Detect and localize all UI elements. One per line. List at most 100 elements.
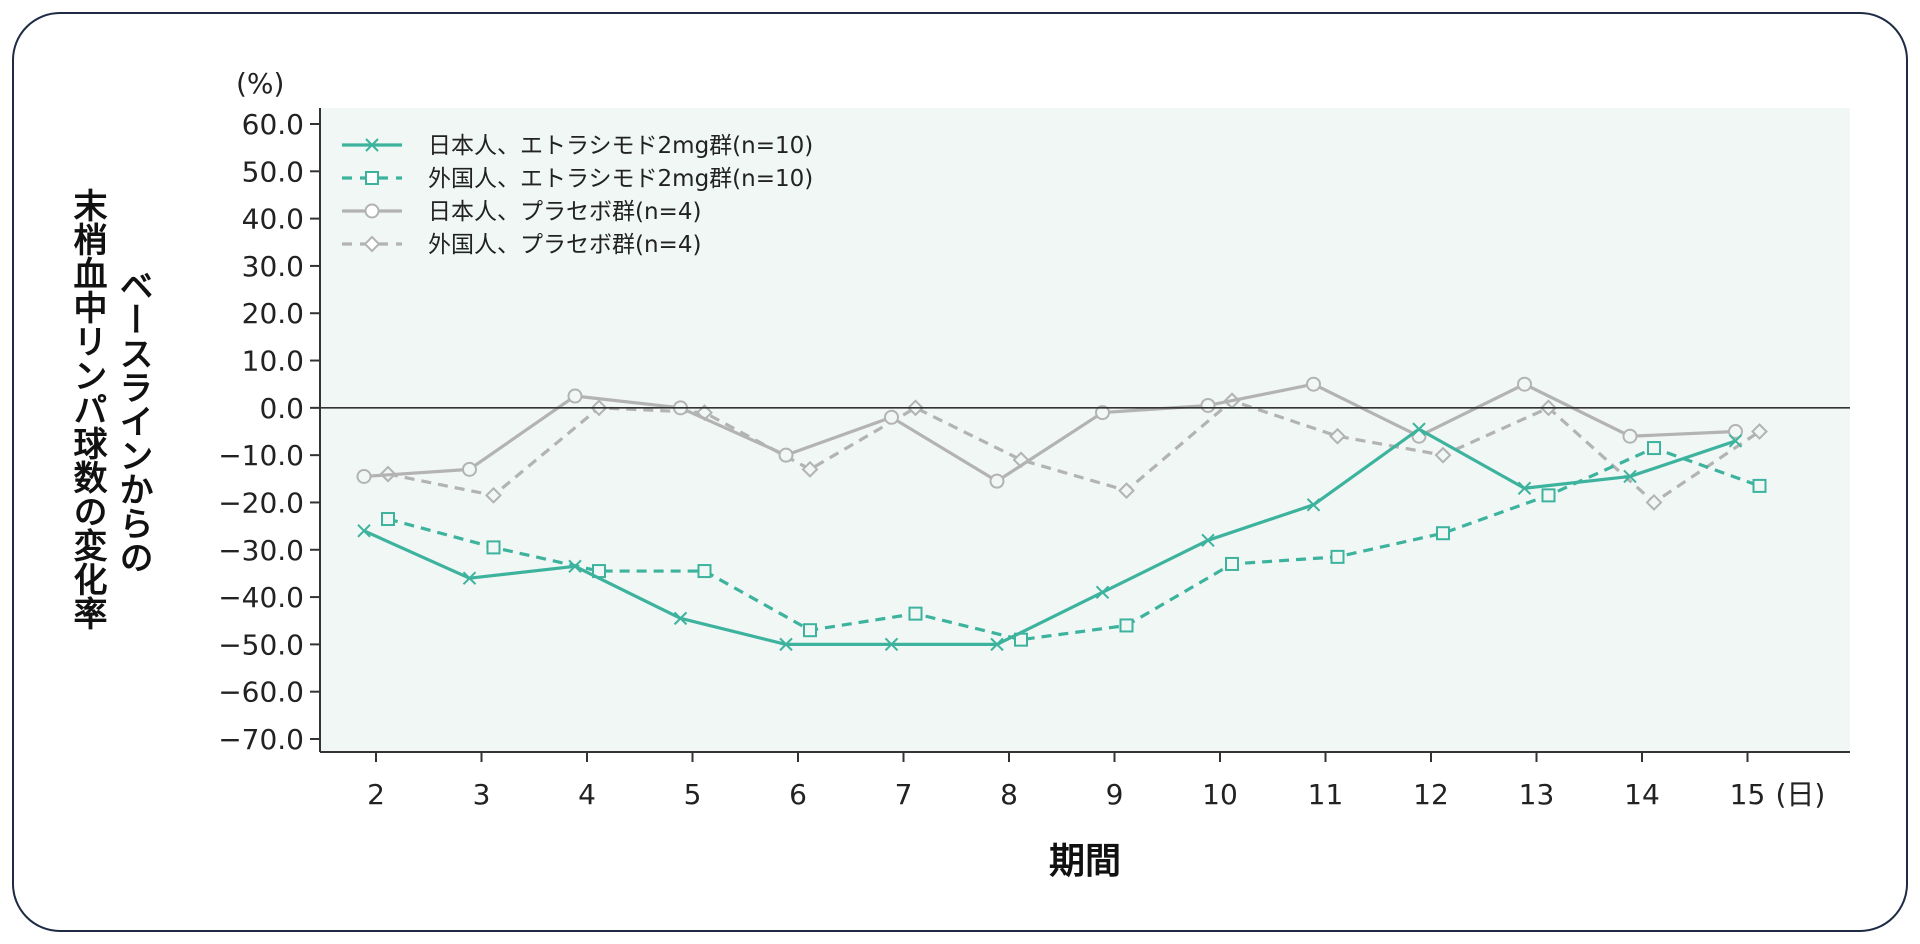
y-tick-label: −10.0: [218, 439, 304, 472]
data-point-marker: [1306, 376, 1321, 392]
data-point-marker: [567, 388, 583, 404]
x-tick-label: 15: [1730, 778, 1766, 811]
data-point-marker: [1436, 526, 1450, 541]
data-point-marker: [801, 460, 819, 478]
x-tick-label: 9: [1106, 778, 1124, 811]
y-tick-label: −40.0: [218, 581, 304, 614]
x-tick-label: 7: [895, 778, 913, 811]
data-point-marker: [486, 540, 501, 555]
plot-area: [320, 108, 1850, 752]
data-point-marker: [884, 637, 899, 652]
x-tick-label: 13: [1519, 778, 1555, 811]
series-3: [356, 376, 1743, 489]
data-point-marker: [1095, 585, 1110, 600]
legend-item: 日本人、エトラシモド2mg群(n=10): [342, 133, 813, 159]
y-axis-unit: (%): [236, 67, 284, 100]
data-point-marker: [1647, 441, 1661, 456]
data-point-marker: [485, 486, 502, 504]
data-point-marker: [381, 512, 395, 527]
x-tick-label: 8: [1000, 778, 1018, 811]
x-tick-label: 10: [1202, 778, 1238, 811]
y-tick-label: 20.0: [242, 297, 304, 330]
data-point-marker: [1200, 397, 1216, 413]
y-tick-label: −50.0: [218, 628, 304, 661]
y-tick-label: 60.0: [242, 108, 304, 141]
y-axis-ticks: 60.0 50.0 40.0 30.0 20.0 10.0 0.0 −10.0 −20.0 −30…: [218, 108, 320, 756]
data-point-marker: [1541, 488, 1556, 503]
legend-item: 外国人、プラセボ群(n=4): [342, 232, 701, 258]
data-point-marker: [1201, 533, 1215, 548]
data-point-marker: [462, 571, 477, 585]
series-line: [363, 382, 1736, 483]
series-line: [363, 427, 1737, 646]
x-tick-label: 11: [1308, 778, 1344, 811]
data-point-marker: [697, 564, 712, 579]
data-point-marker: [1752, 478, 1767, 493]
data-point-marker: [778, 447, 794, 463]
data-point-marker: [1412, 422, 1426, 436]
legend-item: 外国人、エトラシモド2mg群(n=10): [342, 166, 813, 192]
y-axis-title-line-1: ベースラインからの: [113, 268, 153, 574]
x-tick-label: 14: [1624, 778, 1660, 811]
data-point-marker: [1728, 434, 1743, 448]
x-tick-label: 4: [578, 778, 596, 811]
y-tick-label: 40.0: [242, 203, 304, 236]
data-point-marker: [1751, 423, 1768, 440]
data-point-marker: [1623, 469, 1637, 484]
series-1: [357, 422, 1743, 652]
data-point-marker: [357, 524, 371, 538]
y-tick-label: −30.0: [218, 534, 304, 567]
y-tick-label: −60.0: [218, 676, 304, 709]
data-point-marker: [1118, 482, 1135, 500]
data-point-marker: [1225, 556, 1239, 571]
legend: 日本人、エトラシモド2mg群(n=10) 外国人、エトラシモド2mg群(n=10)…: [342, 133, 813, 258]
legend-label: 外国人、エトラシモド2mg群(n=10): [428, 166, 813, 192]
y-tick-label: −20.0: [218, 486, 304, 519]
data-point-marker: [908, 606, 923, 621]
data-point-marker: [803, 623, 817, 638]
data-point-marker: [990, 637, 1004, 652]
x-axis-unit: (日): [1776, 778, 1826, 811]
data-point-marker: [1728, 424, 1743, 439]
x-tick-label: 3: [473, 778, 491, 811]
x-tick-label: 5: [684, 778, 702, 811]
x-tick-label: 2: [367, 778, 385, 811]
x-axis-ticks: 2 3 4 5 6 7 8 9 10 11 12 13 14 15: [367, 752, 1765, 811]
y-tick-label: −70.0: [218, 723, 304, 756]
y-tick-label: 50.0: [242, 155, 304, 188]
data-point-marker: [1119, 618, 1134, 633]
data-point-marker: [673, 611, 688, 626]
data-point-marker: [364, 203, 380, 219]
data-point-marker: [989, 473, 1005, 489]
series-layer: [356, 376, 1768, 652]
series-2: [381, 441, 1767, 647]
legend-label: 日本人、プラセボ群(n=4): [428, 199, 701, 225]
data-point-marker: [1645, 494, 1663, 511]
data-point-marker: [363, 235, 381, 253]
x-tick-label: 6: [789, 778, 807, 811]
data-point-marker: [1517, 376, 1532, 392]
y-axis-title: ベースラインからの 末梢血中リンパ球数の変化率: [67, 188, 153, 630]
data-point-marker: [1329, 427, 1346, 445]
data-point-marker: [462, 461, 477, 477]
data-point-marker: [1330, 549, 1345, 564]
legend-item: 日本人、プラセボ群(n=4): [342, 199, 701, 225]
legend-label: 日本人、エトラシモド2mg群(n=10): [428, 133, 813, 159]
data-point-marker: [568, 559, 582, 574]
y-axis-title-line-2: 末梢血中リンパ球数の変化率: [67, 188, 107, 630]
data-point-marker: [356, 468, 372, 484]
data-point-marker: [884, 409, 899, 425]
data-point-marker: [365, 171, 379, 185]
data-point-marker: [1434, 446, 1452, 464]
y-tick-label: 30.0: [242, 250, 304, 283]
data-point-marker: [1517, 481, 1532, 495]
data-point-marker: [365, 138, 379, 152]
data-point-marker: [1095, 405, 1110, 421]
y-tick-label: 0.0: [259, 392, 304, 425]
y-tick-label: 10.0: [242, 345, 304, 378]
data-point-marker: [779, 637, 793, 652]
data-point-marker: [1622, 428, 1638, 444]
x-axis-title: 期間: [1049, 841, 1121, 882]
legend-label: 外国人、プラセボ群(n=4): [428, 232, 701, 258]
